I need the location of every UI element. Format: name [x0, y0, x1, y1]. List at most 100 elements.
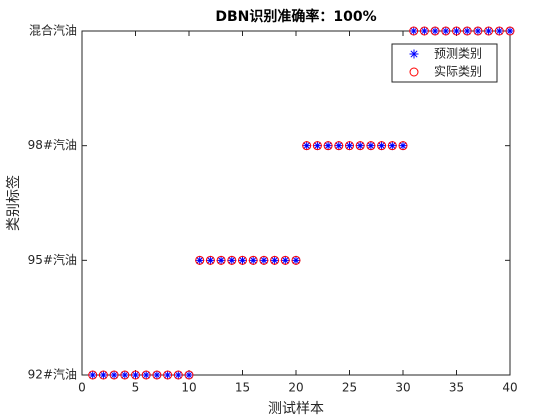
- data-point: [377, 141, 387, 151]
- data-point: [259, 255, 269, 265]
- data-point: [152, 370, 162, 380]
- data-point: [430, 26, 440, 36]
- x-tick-label: 35: [449, 381, 464, 395]
- data-point: [398, 141, 408, 151]
- y-tick-label: 98#汽油: [28, 137, 77, 152]
- data-point: [419, 26, 429, 36]
- data-point: [238, 255, 247, 265]
- data-point: [505, 26, 515, 36]
- data-point: [88, 370, 98, 380]
- x-tick-label: 10: [181, 381, 196, 395]
- data-point: [248, 255, 258, 265]
- data-point: [494, 26, 504, 36]
- x-tick-label: 30: [395, 381, 410, 395]
- data-point: [366, 141, 376, 151]
- data-point: [398, 141, 408, 151]
- data-point: [195, 255, 205, 265]
- data-point: [441, 26, 451, 36]
- data-point: [184, 370, 194, 380]
- data-point: [377, 141, 387, 151]
- chart-title: DBN识别准确率：100%: [215, 8, 376, 25]
- x-tick-label: 40: [502, 381, 517, 395]
- data-point: [205, 255, 215, 265]
- legend-box: [391, 43, 498, 83]
- x-tick-label: 20: [288, 381, 303, 395]
- data-point: [366, 141, 376, 151]
- x-tick-label: 25: [342, 381, 357, 395]
- data-point: [270, 255, 280, 265]
- data-point: [280, 255, 290, 265]
- legend-label: 实际类别: [434, 64, 482, 79]
- data-point: [462, 26, 472, 36]
- legend-marker: [409, 49, 419, 59]
- data-point: [141, 370, 151, 380]
- data-point: [216, 255, 226, 265]
- data-point: [270, 255, 280, 265]
- data-point: [419, 26, 429, 36]
- data-point: [334, 141, 344, 151]
- data-point: [302, 141, 312, 151]
- data-point: [205, 255, 215, 265]
- data-point: [227, 255, 237, 265]
- y-tick-label: 混合汽油: [29, 23, 77, 38]
- data-point: [109, 370, 119, 380]
- data-point: [409, 26, 419, 36]
- y-axis-label: 类别标签: [5, 175, 22, 231]
- data-point: [441, 26, 451, 36]
- data-point: [484, 26, 494, 36]
- data-point: [131, 370, 140, 380]
- data-point: [238, 255, 247, 265]
- data-point: [291, 255, 301, 265]
- data-point: [195, 255, 205, 265]
- plot-frame: [81, 30, 511, 376]
- data-point: [98, 370, 108, 380]
- data-point: [505, 26, 515, 36]
- legend-label: 预测类别: [434, 47, 482, 61]
- data-point: [387, 141, 397, 151]
- data-point: [452, 26, 461, 36]
- data-point: [98, 370, 108, 380]
- data-point: [109, 370, 119, 380]
- data-point: [173, 370, 183, 380]
- data-point: [473, 26, 483, 36]
- data-point: [280, 255, 290, 265]
- data-point: [141, 370, 151, 380]
- data-point: [452, 26, 461, 36]
- data-point: [312, 141, 322, 151]
- data-point: [88, 370, 98, 380]
- x-tick-label: 15: [235, 381, 250, 395]
- data-point: [355, 141, 365, 151]
- data-point: [334, 141, 344, 151]
- data-point: [120, 370, 130, 380]
- data-point: [152, 370, 162, 380]
- data-point: [173, 370, 183, 380]
- data-point: [409, 26, 419, 36]
- data-point: [248, 255, 258, 265]
- data-point: [387, 141, 397, 151]
- data-point: [484, 26, 494, 36]
- data-point: [259, 255, 269, 265]
- legend-marker: [409, 67, 419, 77]
- data-point: [163, 370, 173, 380]
- data-point: [216, 255, 226, 265]
- data-point: [131, 370, 140, 380]
- data-point: [430, 26, 440, 36]
- data-point: [462, 26, 472, 36]
- data-point: [312, 141, 322, 151]
- data-point: [355, 141, 365, 151]
- data-point: [184, 370, 194, 380]
- data-point: [120, 370, 130, 380]
- x-tick-label: 5: [132, 381, 140, 395]
- data-point: [302, 141, 312, 151]
- y-tick-label: 95#汽油: [28, 252, 77, 267]
- data-point: [291, 255, 301, 265]
- data-point: [494, 26, 504, 36]
- data-point: [227, 255, 237, 265]
- data-point: [323, 141, 333, 151]
- y-tick-label: 92#汽油: [28, 367, 77, 382]
- x-tick-label: 0: [78, 381, 86, 395]
- data-point: [345, 141, 354, 151]
- x-axis-label: 测试样本: [268, 401, 324, 417]
- data-point: [345, 141, 354, 151]
